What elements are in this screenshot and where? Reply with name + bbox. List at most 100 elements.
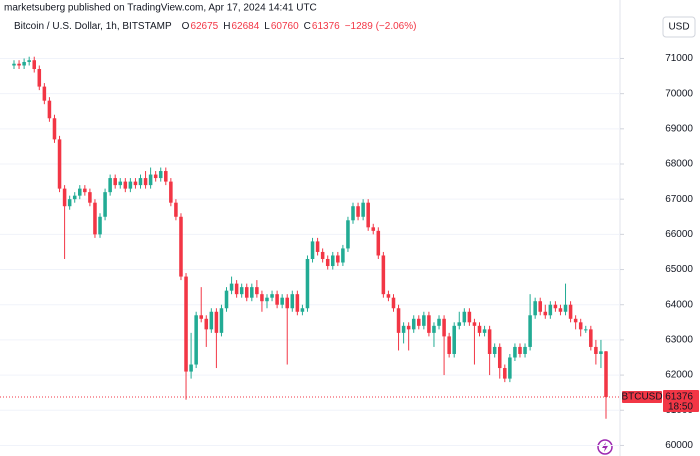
candle — [330, 251, 335, 270]
ohlc-legend: Bitcoin / U.S. Dollar, 1h, BITSTAMP O6267… — [14, 21, 416, 32]
candle — [411, 315, 416, 333]
candle — [604, 351, 608, 419]
candle — [487, 325, 492, 376]
candle-body — [229, 283, 234, 291]
candle — [310, 237, 315, 263]
candle — [482, 325, 487, 337]
candle-body — [164, 171, 168, 182]
candle — [67, 195, 72, 210]
candle — [158, 167, 163, 182]
replay-icon[interactable] — [597, 439, 613, 455]
y-tick-label: 63000 — [665, 335, 693, 346]
candle — [123, 178, 128, 193]
candle — [285, 294, 290, 365]
candle — [265, 294, 269, 309]
candle-body — [361, 202, 365, 217]
candle — [427, 311, 431, 337]
currency-button[interactable] — [662, 16, 696, 38]
candle — [62, 185, 67, 259]
candle — [42, 83, 47, 105]
candle-body — [492, 346, 497, 354]
candle-body — [214, 311, 219, 333]
ohlc-value: 62675 — [190, 21, 218, 32]
candle-body — [548, 304, 553, 316]
candle — [467, 308, 472, 326]
candle-body — [356, 206, 360, 217]
candle — [437, 315, 441, 330]
candle — [47, 97, 52, 122]
candle — [477, 322, 482, 337]
candle — [148, 167, 153, 189]
candle-body — [108, 178, 112, 193]
candle — [351, 202, 355, 224]
candle-body — [589, 329, 593, 347]
candle-body — [533, 301, 537, 316]
candle-body — [17, 63, 21, 66]
price-badge — [663, 390, 699, 413]
candle — [513, 343, 517, 362]
candle-body — [573, 318, 578, 323]
ohlc-value: 61376 — [312, 21, 340, 32]
y-tick-label: 60000 — [665, 440, 693, 451]
candle — [361, 199, 365, 221]
candle — [12, 60, 16, 70]
candle — [452, 322, 456, 358]
candle — [548, 301, 553, 319]
candle — [589, 325, 593, 351]
candle-body — [42, 86, 47, 101]
candle-body — [320, 251, 325, 259]
candle — [341, 244, 345, 267]
candle — [442, 315, 446, 376]
candle-body — [503, 368, 507, 379]
candle-body — [52, 118, 57, 140]
candle — [239, 283, 244, 298]
candle — [472, 318, 477, 365]
candle — [371, 223, 376, 235]
candle-body — [477, 325, 482, 333]
candle-body — [224, 290, 229, 309]
candle — [260, 290, 264, 312]
candle — [128, 178, 133, 193]
candle-body — [437, 318, 441, 326]
candle-body — [599, 351, 603, 354]
candle-body — [189, 364, 193, 372]
candle — [17, 60, 21, 70]
candle — [153, 171, 158, 182]
candle-body — [103, 192, 107, 217]
candle-body — [417, 318, 421, 326]
candle-body — [118, 181, 123, 186]
candle — [508, 353, 512, 383]
candle-body — [153, 174, 158, 179]
candle-body — [482, 329, 487, 333]
candle-body — [290, 294, 295, 309]
candle — [538, 297, 542, 316]
candle-body — [371, 227, 376, 231]
candle-body — [594, 346, 598, 354]
candle — [417, 315, 421, 330]
candle — [578, 318, 583, 337]
candle — [447, 332, 451, 358]
candle — [234, 280, 239, 298]
candle — [57, 135, 62, 193]
candle — [391, 294, 396, 312]
candle-body — [442, 318, 446, 337]
y-tick-label: 68000 — [665, 159, 693, 170]
candle — [356, 202, 360, 221]
ohlc-value: 62684 — [231, 21, 259, 32]
candle-body — [138, 178, 143, 186]
candle-body — [543, 311, 548, 316]
candle-body — [346, 220, 350, 249]
candle-body — [37, 69, 42, 87]
candle-body — [553, 304, 558, 309]
icon-bolt — [602, 442, 608, 452]
candle-body — [351, 206, 355, 221]
candle — [133, 178, 138, 189]
candle-body — [523, 346, 527, 354]
candle-body — [83, 188, 87, 193]
candle — [270, 290, 274, 302]
candle-body — [457, 322, 462, 326]
candle-body — [396, 308, 401, 333]
